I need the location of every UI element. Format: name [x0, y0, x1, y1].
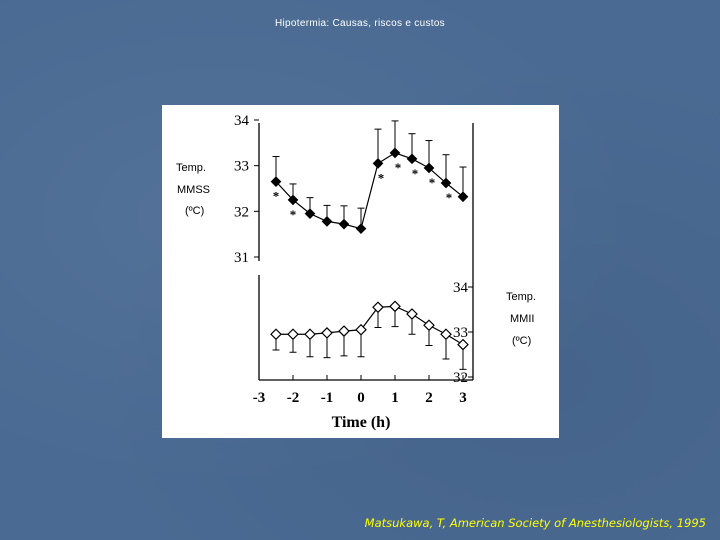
upper-data-point [440, 177, 452, 189]
x-axis-label: Time (h) [332, 414, 391, 431]
chart-panel: -3 -2 -1 0 1 2 3 Time (h) 31 32 33 34 32 33 34 * * * * * * * [162, 105, 559, 438]
x-tick-label: 2 [425, 390, 433, 406]
upper-y-tick-label: 34 [234, 113, 250, 129]
upper-data-point [304, 208, 316, 219]
lower-data-point [389, 300, 401, 313]
significance-star: * [412, 166, 419, 181]
upper-y-tick-label: 33 [234, 159, 249, 175]
upper-data-point [321, 216, 333, 227]
upper-label-line3: (ºC) [185, 205, 205, 217]
lower-series-line [276, 305, 464, 346]
lower-label-line3: (ºC) [512, 335, 532, 347]
lower-y-tick-label: 33 [453, 325, 468, 341]
upper-series-line [275, 152, 464, 230]
slide-title: Hipotermia: Causas, riscos e custos [274, 18, 445, 29]
upper-data-point [389, 147, 401, 159]
upper-axis-label: Temp. MMSS (ºC) [162, 155, 210, 229]
lower-label-line1: Temp. [506, 291, 536, 303]
significance-star: * [429, 175, 436, 190]
lower-axis-label: Temp. MMII (ºC) [500, 276, 558, 356]
x-tick-label: 0 [357, 390, 365, 406]
x-tick-label: 3 [459, 390, 467, 406]
upper-data-point [270, 176, 282, 187]
lower-data-point [355, 323, 367, 336]
chart-axes: -3 -2 -1 0 1 2 3 Time (h) 31 32 33 34 32 33 34 [234, 113, 474, 431]
lower-data-point [406, 308, 418, 320]
upper-label-line2: MMSS [177, 184, 210, 196]
significance-star: * [378, 170, 385, 185]
chart-marks: * * * * * * * [270, 120, 469, 370]
x-tick-label: -3 [253, 390, 266, 406]
lower-data-point [287, 328, 299, 341]
lower-data-point [423, 319, 435, 332]
upper-data-point [287, 194, 299, 206]
upper-data-point [372, 158, 384, 169]
upper-data-point [457, 191, 469, 203]
upper-data-point [406, 153, 418, 165]
lower-data-point [321, 327, 333, 339]
lower-y-tick-label: 34 [453, 280, 469, 296]
citation: Matsukawa, T, American Society of Anesth… [364, 516, 706, 530]
x-tick-label: -1 [321, 390, 334, 406]
significance-star: * [290, 207, 297, 222]
upper-data-point [423, 162, 435, 174]
upper-y-tick-label: 31 [234, 250, 249, 266]
upper-data-point [355, 223, 367, 235]
temperature-chart: -3 -2 -1 0 1 2 3 Time (h) 31 32 33 34 32 33 34 * * * * * * * [234, 113, 474, 431]
lower-data-point [457, 338, 469, 351]
upper-data-point [338, 218, 350, 230]
lower-data-point [304, 328, 316, 341]
lower-data-point [440, 328, 452, 341]
lower-data-point [338, 325, 350, 337]
significance-star: * [273, 189, 280, 204]
lower-data-point [372, 301, 384, 314]
upper-label-line1: Temp. [176, 162, 206, 174]
lower-label-line2: MMII [510, 313, 535, 325]
x-tick-label: -2 [287, 390, 300, 406]
upper-y-tick-label: 32 [234, 204, 249, 220]
significance-star: * [395, 160, 402, 175]
significance-star: * [446, 190, 453, 205]
lower-y-tick-label: 32 [453, 370, 468, 386]
x-tick-label: 1 [391, 390, 399, 406]
lower-data-point [270, 328, 282, 341]
